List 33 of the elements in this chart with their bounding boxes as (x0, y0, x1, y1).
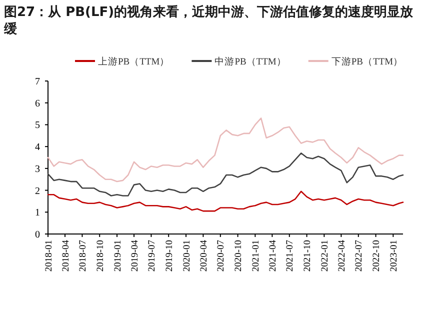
x-tick-label: 2021-10 (303, 240, 314, 272)
legend-label: 下游PB（TTM） (331, 56, 404, 68)
y-tick-label: 3 (35, 164, 40, 175)
x-tick-label: 2019-10 (164, 240, 175, 272)
x-tick-label: 2021-01 (251, 240, 262, 272)
x-tick-label: 2019-04 (130, 240, 140, 272)
x-tick-label: 2018-07 (78, 240, 89, 272)
x-tick-label: 2020-01 (182, 240, 192, 272)
y-tick-label: 0 (35, 230, 40, 240)
y-tick-label: 2 (35, 186, 40, 197)
x-tick-label: 2021-04 (268, 240, 278, 272)
legend-label: 上游PB（TTM） (98, 56, 170, 68)
x-tick-label: 2022-04 (337, 240, 348, 272)
x-tick-label: 2019-07 (148, 240, 158, 272)
y-tick-label: 5 (35, 120, 40, 132)
x-tick-label: 2018-04 (61, 240, 72, 272)
x-tick-label: 2020-07 (216, 240, 227, 272)
x-tick-label: 2018-10 (96, 240, 106, 272)
x-tick-label: 2019-01 (113, 240, 124, 272)
title: 图27：从 PB(LF)的视角来看，近期中游、下游估值修复的速度明显放缓 (4, 5, 414, 37)
y-tick-label: 4 (35, 142, 40, 154)
x-tick-label: 2021-07 (286, 240, 296, 272)
y-tick-label: 1 (35, 208, 40, 219)
x-tick-label: 2022-01 (320, 240, 330, 272)
x-tick-label: 2023-01 (389, 240, 400, 272)
y-tick-label: 7 (35, 76, 40, 88)
x-tick-label: 2020-04 (199, 240, 210, 272)
y-tick-label: 6 (35, 98, 40, 110)
x-tick-label: 2022-10 (372, 240, 382, 272)
x-tick-label: 2018-01 (44, 240, 54, 272)
x-tick-label: 2022-07 (354, 240, 365, 272)
legend-label: 中游PB（TTM） (214, 56, 286, 68)
x-tick-label: 2020-10 (234, 240, 244, 272)
